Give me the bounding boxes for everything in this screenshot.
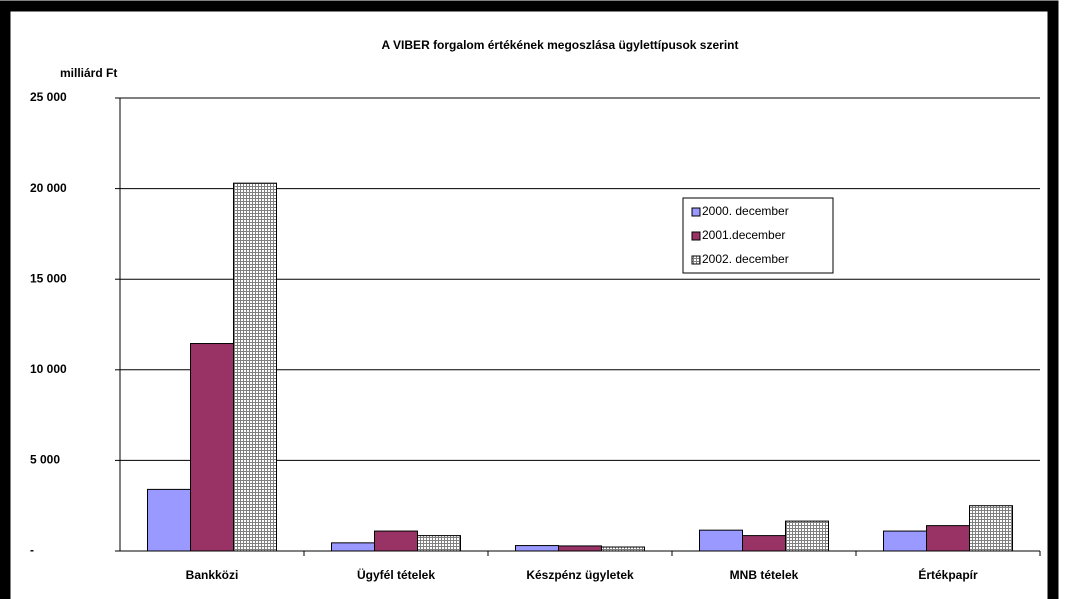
bar bbox=[233, 182, 277, 552]
y-tick-label: 15 000 bbox=[30, 271, 67, 285]
legend-swatch bbox=[691, 255, 701, 265]
legend-swatch bbox=[691, 231, 701, 241]
legend-label: 2000. december bbox=[702, 204, 789, 218]
bar bbox=[883, 530, 927, 552]
chart-title: A VIBER forgalom értékének megoszlása üg… bbox=[382, 38, 739, 52]
legend-label: 2002. december bbox=[702, 252, 789, 266]
y-axis-label: milliárd Ft bbox=[60, 66, 117, 80]
bar bbox=[969, 505, 1013, 552]
x-tick-label: Értékpapír bbox=[918, 567, 978, 582]
legend-box bbox=[682, 197, 834, 274]
x-tick-label: Készpénz ügyletek bbox=[526, 568, 634, 582]
y-tick-label: 25 000 bbox=[30, 90, 67, 104]
bar bbox=[147, 488, 191, 552]
bar bbox=[190, 343, 234, 552]
bar bbox=[331, 542, 375, 552]
bar bbox=[601, 546, 645, 552]
bar bbox=[374, 530, 418, 552]
bar bbox=[417, 535, 461, 552]
bar bbox=[515, 545, 559, 552]
y-tick-label: - bbox=[30, 543, 34, 557]
legend-label: 2001.december bbox=[702, 228, 785, 242]
bar bbox=[558, 545, 602, 552]
legend-swatch bbox=[691, 207, 701, 217]
x-tick-label: Bankközi bbox=[186, 568, 239, 582]
bar bbox=[742, 535, 786, 552]
x-tick-label: Ügyfél tételek bbox=[357, 567, 435, 582]
bar bbox=[699, 529, 743, 552]
y-tick-label: 5 000 bbox=[30, 453, 60, 467]
x-tick-label: MNB tételek bbox=[730, 568, 799, 582]
y-tick-label: 10 000 bbox=[30, 362, 67, 376]
bar bbox=[785, 520, 829, 552]
y-tick-label: 20 000 bbox=[30, 181, 67, 195]
bar bbox=[926, 525, 970, 552]
